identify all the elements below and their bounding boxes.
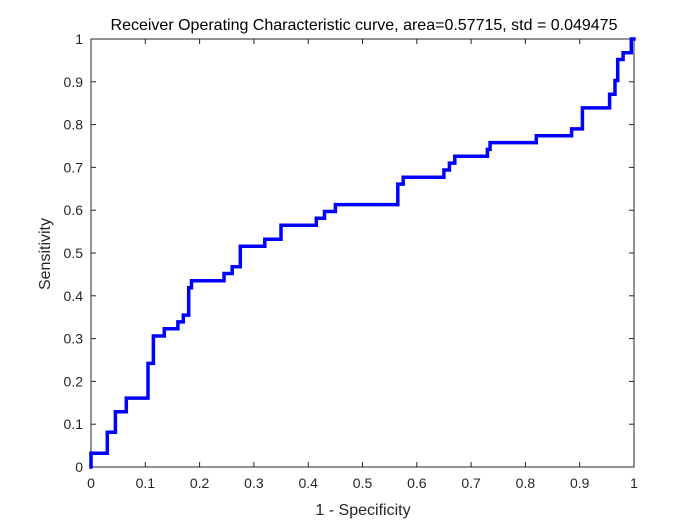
y-tick-label: 1: [75, 31, 83, 47]
x-tick-label: 0.2: [190, 475, 210, 491]
x-tick-label: 0.9: [570, 475, 590, 491]
x-tick-label: 0: [87, 475, 95, 491]
roc-curve-line: [89, 37, 636, 469]
plot-area: 0 0.1 0.2 0.3 0.4 0.5 0.6 0.7 0.8 0.9 1 0 0.1 0.2 0.3 0…: [64, 31, 639, 491]
y-tick-label: 0.5: [64, 245, 84, 261]
x-axis-title: 1 - Specificity: [315, 502, 410, 519]
y-tick-label: 0.1: [64, 416, 84, 432]
y-axis-title: Sensitivity: [37, 218, 54, 290]
chart-title: Receiver Operating Characteristic curve,…: [111, 17, 618, 34]
y-tick-label: 0.2: [64, 373, 84, 389]
x-tick-label: 0.5: [353, 475, 373, 491]
y-tick-label: 0.4: [64, 288, 84, 304]
x-tick-label: 0.8: [516, 475, 536, 491]
x-tick-label: 0.7: [461, 475, 481, 491]
y-tick-label: 0.8: [64, 117, 84, 133]
y-tick-label: 0.6: [64, 202, 84, 218]
x-tick-label: 0.3: [244, 475, 264, 491]
x-tick-label: 1: [630, 475, 638, 491]
y-tick-label: 0.3: [64, 331, 84, 347]
y-tick-label: 0.9: [64, 74, 84, 90]
y-tick-label: 0: [75, 459, 83, 475]
x-tick-label: 0.4: [298, 475, 318, 491]
x-tick-label: 0.6: [407, 475, 427, 491]
y-tick-label: 0.7: [64, 159, 84, 175]
x-tick-label: 0.1: [136, 475, 156, 491]
